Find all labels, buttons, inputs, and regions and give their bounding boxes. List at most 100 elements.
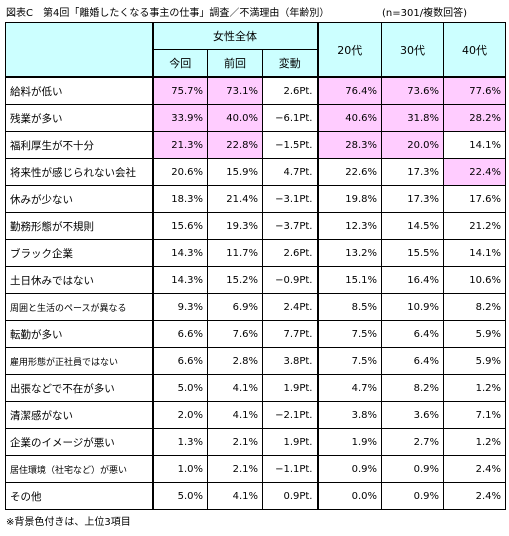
value-cell: 12.3% [317,212,382,240]
value-cell: 6.9% [207,293,263,321]
row-label: 周囲と生活のペースが異なる [5,293,154,321]
value-cell: 73.1% [207,76,263,105]
value-cell: 28.2% [443,104,506,132]
value-cell: 0.9Pt. [262,482,319,510]
table-row: 雇用形態が正社員ではない 6.6% 2.8% 3.8Pt. 7.5% 6.4% 5.9% [5,347,506,375]
row-label: 土日休みではない [5,266,154,294]
value-cell: −1.5Pt. [262,131,319,159]
value-cell: 33.9% [152,104,208,132]
row-label: 企業のイメージが悪い [5,428,154,456]
value-cell: 5.9% [443,347,506,375]
table-row: 残業が多い 33.9% 40.0% −6.1Pt. 40.6% 31.8% 28.2% [5,104,506,132]
value-cell: 15.6% [152,212,208,240]
value-cell: 22.4% [443,158,506,186]
value-cell: 31.8% [381,104,444,132]
header-row-2: 今回 前回 変動 [6,49,506,78]
value-cell: 5.9% [443,320,506,348]
value-cell: 21.2% [443,212,506,240]
value-cell: 20.6% [152,158,208,186]
value-cell: 4.1% [207,482,263,510]
value-cell: 0.9% [381,455,444,483]
value-cell: 15.1% [317,266,382,294]
value-cell: 1.9Pt. [262,374,319,402]
header-row-1: 女性全体 20代 30代 40代 [5,22,506,78]
value-cell: 15.5% [381,239,444,267]
value-cell: 1.2% [443,428,506,456]
row-label: 福利厚生が不十分 [5,131,154,159]
value-cell: 19.3% [207,212,263,240]
value-cell: 9.3% [152,293,208,321]
value-cell: 6.4% [381,320,444,348]
table-row: 清潔感がない 2.0% 4.1% −2.1Pt. 3.8% 3.6% 7.1% [5,401,506,429]
value-cell: 2.1% [207,428,263,456]
value-cell: 28.3% [317,131,382,159]
header-group: 女性全体 [152,22,319,50]
header-40s: 40代 [443,22,506,78]
value-cell: 14.3% [152,239,208,267]
value-cell: 14.1% [443,131,506,159]
table-row: 転勤が多い 6.6% 7.6% 7.7Pt. 7.5% 6.4% 5.9% [5,320,506,348]
row-label: 清潔感がない [5,401,154,429]
value-cell: 8.5% [317,293,382,321]
table-row: その他 5.0% 4.1% 0.9Pt. 0.0% 0.9% 2.4% [5,482,506,510]
value-cell: 1.2% [443,374,506,402]
row-label: 雇用形態が正社員ではない [5,347,154,375]
value-cell: 2.4% [443,455,506,483]
survey-table: 女性全体 20代 30代 40代 今回 前回 変動 給料が低い 75.7% 73.1… [5,22,506,510]
value-cell: 2.4Pt. [262,293,319,321]
value-cell: 17.6% [443,185,506,213]
value-cell: 1.3% [152,428,208,456]
table-row: 周囲と生活のペースが異なる 9.3% 6.9% 2.4Pt. 8.5% 10.9% 8.2% [5,293,506,321]
value-cell: −2.1Pt. [262,401,319,429]
value-cell: −3.1Pt. [262,185,319,213]
value-cell: 10.6% [443,266,506,294]
value-cell: 18.3% [152,185,208,213]
table-body: 給料が低い 75.7% 73.1% 2.6Pt. 76.4% 73.6% 77.6% 残業が多… [5,76,506,510]
value-cell: 6.6% [152,347,208,375]
value-cell: 8.2% [443,293,506,321]
value-cell: 1.0% [152,455,208,483]
value-cell: −0.9Pt. [262,266,319,294]
value-cell: 14.5% [381,212,444,240]
value-cell: 17.3% [381,185,444,213]
row-label: その他 [5,482,154,510]
value-cell: 2.1% [207,455,263,483]
value-cell: 2.6Pt. [262,239,319,267]
value-cell: 77.6% [443,76,506,105]
value-cell: 14.3% [152,266,208,294]
header-previous: 前回 [207,49,263,78]
value-cell: 20.0% [381,131,444,159]
value-cell: 1.9Pt. [262,428,319,456]
value-cell: 2.8% [207,347,263,375]
value-cell: 22.8% [207,131,263,159]
table-row: 福利厚生が不十分 21.3% 22.8% −1.5Pt. 28.3% 20.0% 14.1% [5,131,506,159]
row-label: 居住環境（社宅など）が悪い [5,455,154,483]
value-cell: 2.0% [152,401,208,429]
value-cell: 3.8Pt. [262,347,319,375]
value-cell: 16.4% [381,266,444,294]
value-cell: 2.7% [381,428,444,456]
table-row: ブラック企業 14.3% 11.7% 2.6Pt. 13.2% 15.5% 14.1% [5,239,506,267]
row-label: 勤務形態が不規則 [5,212,154,240]
value-cell: 21.3% [152,131,208,159]
value-cell: 7.6% [207,320,263,348]
value-cell: 4.7% [317,374,382,402]
row-label: 休みが少ない [5,185,154,213]
header-30s: 30代 [381,22,444,78]
row-label: ブラック企業 [5,239,154,267]
table-title-text: 図表C 第4回「離婚したくなる事主の仕事」調査／不満理由（年齢別） [6,8,330,19]
value-cell: 0.0% [317,482,382,510]
value-cell: 2.6Pt. [262,76,319,105]
value-cell: −1.1Pt. [262,455,319,483]
value-cell: 15.2% [207,266,263,294]
table-row: 休みが少ない 18.3% 21.4% −3.1Pt. 19.8% 17.3% 17.6% [5,185,506,213]
value-cell: 75.7% [152,76,208,105]
table-row: 将来性が感じられない会社 20.6% 15.9% 4.7Pt. 22.6% 17.3% 22… [5,158,506,186]
value-cell: 7.1% [443,401,506,429]
value-cell: 7.5% [317,320,382,348]
row-label: 将来性が感じられない会社 [5,158,154,186]
value-cell: 40.0% [207,104,263,132]
table-row: 勤務形態が不規則 15.6% 19.3% −3.7Pt. 12.3% 14.5% 21.2% [5,212,506,240]
header-corner [5,22,154,78]
value-cell: 21.4% [207,185,263,213]
